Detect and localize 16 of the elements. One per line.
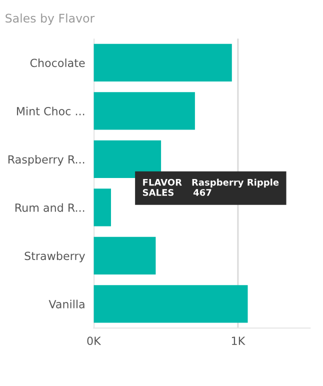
bar: [94, 236, 156, 275]
bar: [94, 285, 248, 323]
y-tick-label: Strawberry: [24, 252, 86, 262]
y-tick-label: Mint Choc ...: [16, 106, 84, 116]
bar: [94, 92, 195, 130]
bar: [94, 140, 162, 178]
x-tick-label: 1K: [232, 336, 246, 345]
x-tick-label: 0K: [87, 336, 102, 346]
bar: [94, 44, 232, 82]
bar: [94, 188, 111, 226]
y-tick-label: Raspberry R...: [8, 155, 84, 166]
annotation: FLAVOR Raspberry Ripple SALES 467: [142, 178, 279, 196]
y-tick-label: Rum and R...: [15, 203, 84, 212]
y-tick-label: Chocolate: [30, 58, 85, 68]
y-tick-label: Vanilla: [48, 300, 84, 308]
chart-title: Sales by Flavor: [6, 14, 95, 25]
